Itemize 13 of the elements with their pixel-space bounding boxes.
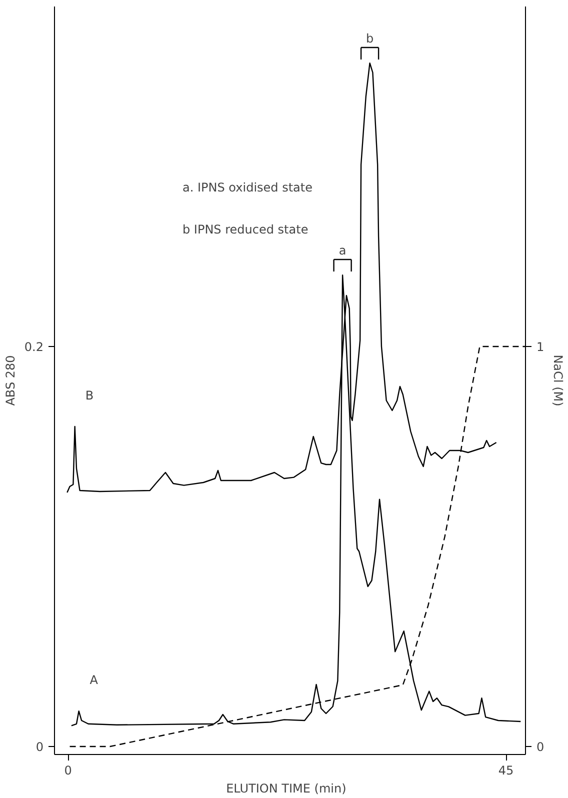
annotation: a	[338, 243, 346, 258]
annotation: a. IPNS oxidised state	[182, 180, 312, 194]
x-axis-title: ELUTION TIME (min)	[226, 782, 346, 796]
text: B	[85, 388, 94, 402]
annotation: b	[366, 31, 374, 46]
y2-tick-label: 1	[536, 340, 544, 354]
y2-axis-title: NaCl (M)	[551, 354, 566, 406]
y-axis-title: ABS 280	[3, 355, 18, 406]
x-tick-label: 45	[498, 764, 514, 778]
text: A	[90, 673, 99, 688]
y-tick-label: 0.2	[24, 340, 44, 354]
annotation: b IPNS reduced state	[182, 222, 308, 236]
y2-tick-label: 0	[536, 740, 544, 754]
